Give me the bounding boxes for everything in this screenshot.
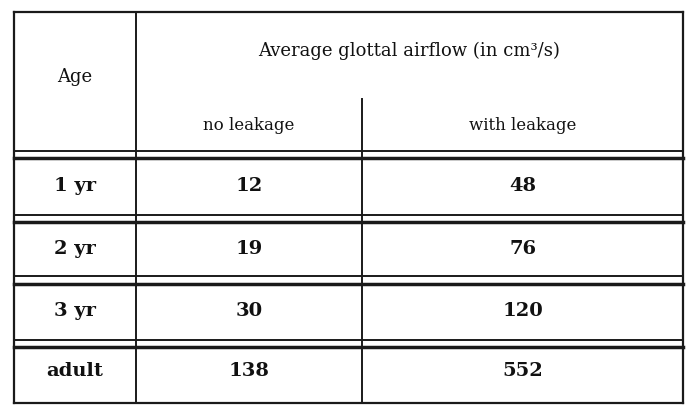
Text: adult: adult [47, 362, 103, 380]
Text: with leakage: with leakage [469, 117, 576, 134]
Text: 19: 19 [236, 240, 263, 258]
Text: 2 yr: 2 yr [54, 240, 96, 258]
Text: 30: 30 [236, 302, 263, 320]
Text: 552: 552 [503, 362, 543, 380]
Text: no leakage: no leakage [204, 117, 295, 134]
Text: 3 yr: 3 yr [54, 302, 96, 320]
Text: 1 yr: 1 yr [54, 177, 96, 195]
Text: 12: 12 [236, 177, 263, 195]
Text: 120: 120 [503, 302, 543, 320]
Text: Age: Age [57, 68, 93, 86]
Text: 76: 76 [510, 240, 536, 258]
Text: 48: 48 [510, 177, 536, 195]
Text: Average glottal airflow (in cm³/s): Average glottal airflow (in cm³/s) [259, 42, 560, 60]
Text: 138: 138 [229, 362, 270, 380]
